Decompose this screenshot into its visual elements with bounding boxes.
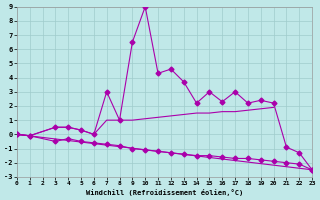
X-axis label: Windchill (Refroidissement éolien,°C): Windchill (Refroidissement éolien,°C) [86,189,243,196]
